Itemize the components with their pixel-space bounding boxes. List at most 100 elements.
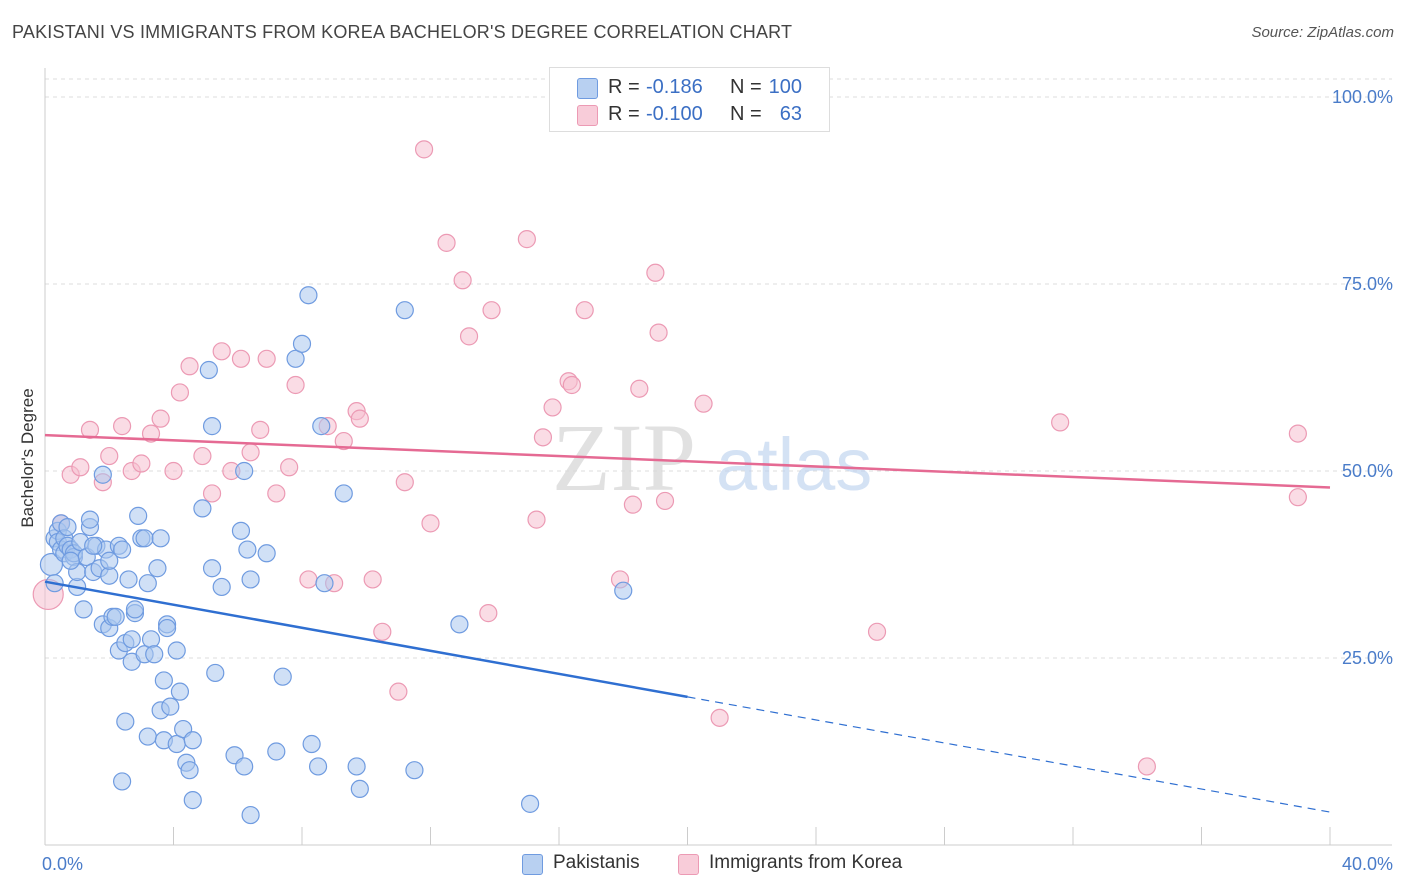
- data-point-korea: [453, 271, 472, 290]
- data-point-pakistanis: [161, 697, 180, 716]
- data-point-korea: [202, 484, 222, 503]
- y-tick-label: 25.0%: [1342, 648, 1393, 668]
- data-point-pakistanis: [292, 334, 312, 353]
- data-point-korea: [517, 230, 536, 249]
- data-point-korea: [527, 510, 546, 529]
- axes: [44, 68, 1392, 846]
- data-point-korea: [112, 417, 132, 436]
- legend-swatch-blue: [522, 854, 543, 875]
- legend-swatch-pink: [577, 105, 598, 126]
- data-point-pakistanis: [273, 667, 292, 686]
- data-point-korea: [646, 263, 665, 282]
- data-point-korea: [180, 357, 199, 376]
- data-point-pakistanis: [267, 742, 286, 761]
- data-point-korea: [1288, 488, 1307, 507]
- legend-n-value: 63: [779, 103, 802, 125]
- legend-r-label: R =: [608, 103, 640, 125]
- data-point-korea: [1137, 757, 1156, 776]
- data-point-pakistanis: [520, 794, 540, 813]
- data-point-korea: [193, 446, 212, 466]
- data-point-korea: [1288, 424, 1307, 443]
- x-tick-label: 40.0%: [1342, 854, 1393, 874]
- legend-label-pakistanis: Pakistanis: [553, 852, 640, 873]
- legend-swatch-blue: [577, 78, 598, 99]
- data-point-pakistanis: [122, 630, 141, 649]
- data-point-pakistanis: [199, 360, 218, 380]
- data-point-korea: [251, 420, 270, 439]
- data-point-korea: [241, 443, 260, 462]
- source-label: Source: ZipAtlas.com: [1251, 24, 1394, 41]
- series-pakistanis-points: [39, 286, 633, 825]
- data-point-pakistanis: [119, 570, 138, 589]
- data-point-pakistanis: [167, 641, 186, 660]
- data-point-pakistanis: [312, 417, 331, 436]
- trend-line-pakistanis: [44, 580, 688, 699]
- data-point-korea: [459, 327, 479, 346]
- legend-row-pakistanis: R = -0.186 N = 100: [550, 74, 829, 102]
- data-point-korea: [482, 301, 501, 320]
- data-point-korea: [132, 454, 151, 473]
- data-point-korea: [286, 375, 305, 395]
- data-point-korea: [299, 570, 318, 589]
- data-point-korea: [694, 394, 713, 413]
- data-point-pakistanis: [257, 544, 276, 563]
- data-point-pakistanis: [138, 727, 157, 746]
- data-point-korea: [543, 398, 562, 417]
- data-point-pakistanis: [308, 757, 328, 776]
- data-point-korea: [212, 342, 231, 361]
- chart-title: PAKISTANI VS IMMIGRANTS FROM KOREA BACHE…: [12, 22, 793, 42]
- data-point-korea: [71, 458, 90, 477]
- legend-r-value: -0.186: [646, 76, 703, 98]
- data-point-pakistanis: [347, 757, 366, 776]
- data-point-pakistanis: [170, 682, 190, 701]
- data-point-pakistanis: [180, 761, 199, 780]
- data-point-pakistanis: [395, 301, 414, 320]
- x-tick-label: 0.0%: [42, 854, 83, 874]
- y-tick-label: 100.0%: [1332, 87, 1393, 107]
- data-point-korea: [170, 383, 190, 402]
- data-point-korea: [710, 708, 729, 727]
- data-point-korea: [363, 570, 382, 589]
- data-point-korea: [649, 323, 668, 342]
- legend-r-label: R =: [608, 76, 640, 98]
- legend-label-korea: Immigrants from Korea: [709, 852, 903, 873]
- data-point-pakistanis: [241, 805, 260, 825]
- data-point-pakistanis: [334, 484, 353, 503]
- data-point-pakistanis: [154, 671, 173, 690]
- data-point-korea: [280, 458, 299, 477]
- data-point-pakistanis: [235, 461, 254, 481]
- data-point-pakistanis: [212, 577, 231, 597]
- data-point-korea: [151, 409, 170, 428]
- data-point-pakistanis: [302, 734, 321, 754]
- legend-swatch-pink: [678, 854, 699, 875]
- y-tick-label: 75.0%: [1342, 274, 1393, 294]
- data-point-pakistanis: [112, 540, 132, 559]
- data-point-korea: [164, 461, 183, 481]
- data-point-pakistanis: [74, 600, 93, 619]
- data-point-korea: [100, 446, 119, 466]
- data-point-pakistanis: [315, 574, 334, 593]
- data-point-korea: [373, 622, 392, 641]
- tick-labels: 25.0% 50.0% 75.0% 100.0% 0.0% 40.0%: [42, 87, 1393, 874]
- data-point-pakistanis: [112, 772, 132, 791]
- data-point-pakistanis: [84, 536, 103, 555]
- data-point-pakistanis: [58, 517, 77, 537]
- correlation-legend: R = -0.186 N = 100 R = -0.100 N = 63: [549, 67, 830, 132]
- data-point-pakistanis: [614, 581, 633, 600]
- data-point-pakistanis: [61, 551, 80, 570]
- data-point-pakistanis: [93, 465, 112, 484]
- data-point-korea: [80, 420, 100, 439]
- legend-row-korea: R = -0.100 N = 63: [550, 101, 829, 129]
- data-point-korea: [257, 349, 276, 368]
- data-point-pakistanis: [116, 712, 135, 731]
- data-point-korea: [655, 491, 675, 511]
- legend-n-value: 100: [768, 76, 802, 98]
- data-point-korea: [231, 349, 251, 368]
- legend-n-label: N =: [730, 76, 762, 98]
- data-point-pakistanis: [100, 551, 119, 570]
- data-point-pakistanis: [286, 349, 305, 368]
- data-point-korea: [575, 301, 594, 320]
- data-point-korea: [437, 233, 456, 252]
- data-point-pakistanis: [202, 559, 222, 578]
